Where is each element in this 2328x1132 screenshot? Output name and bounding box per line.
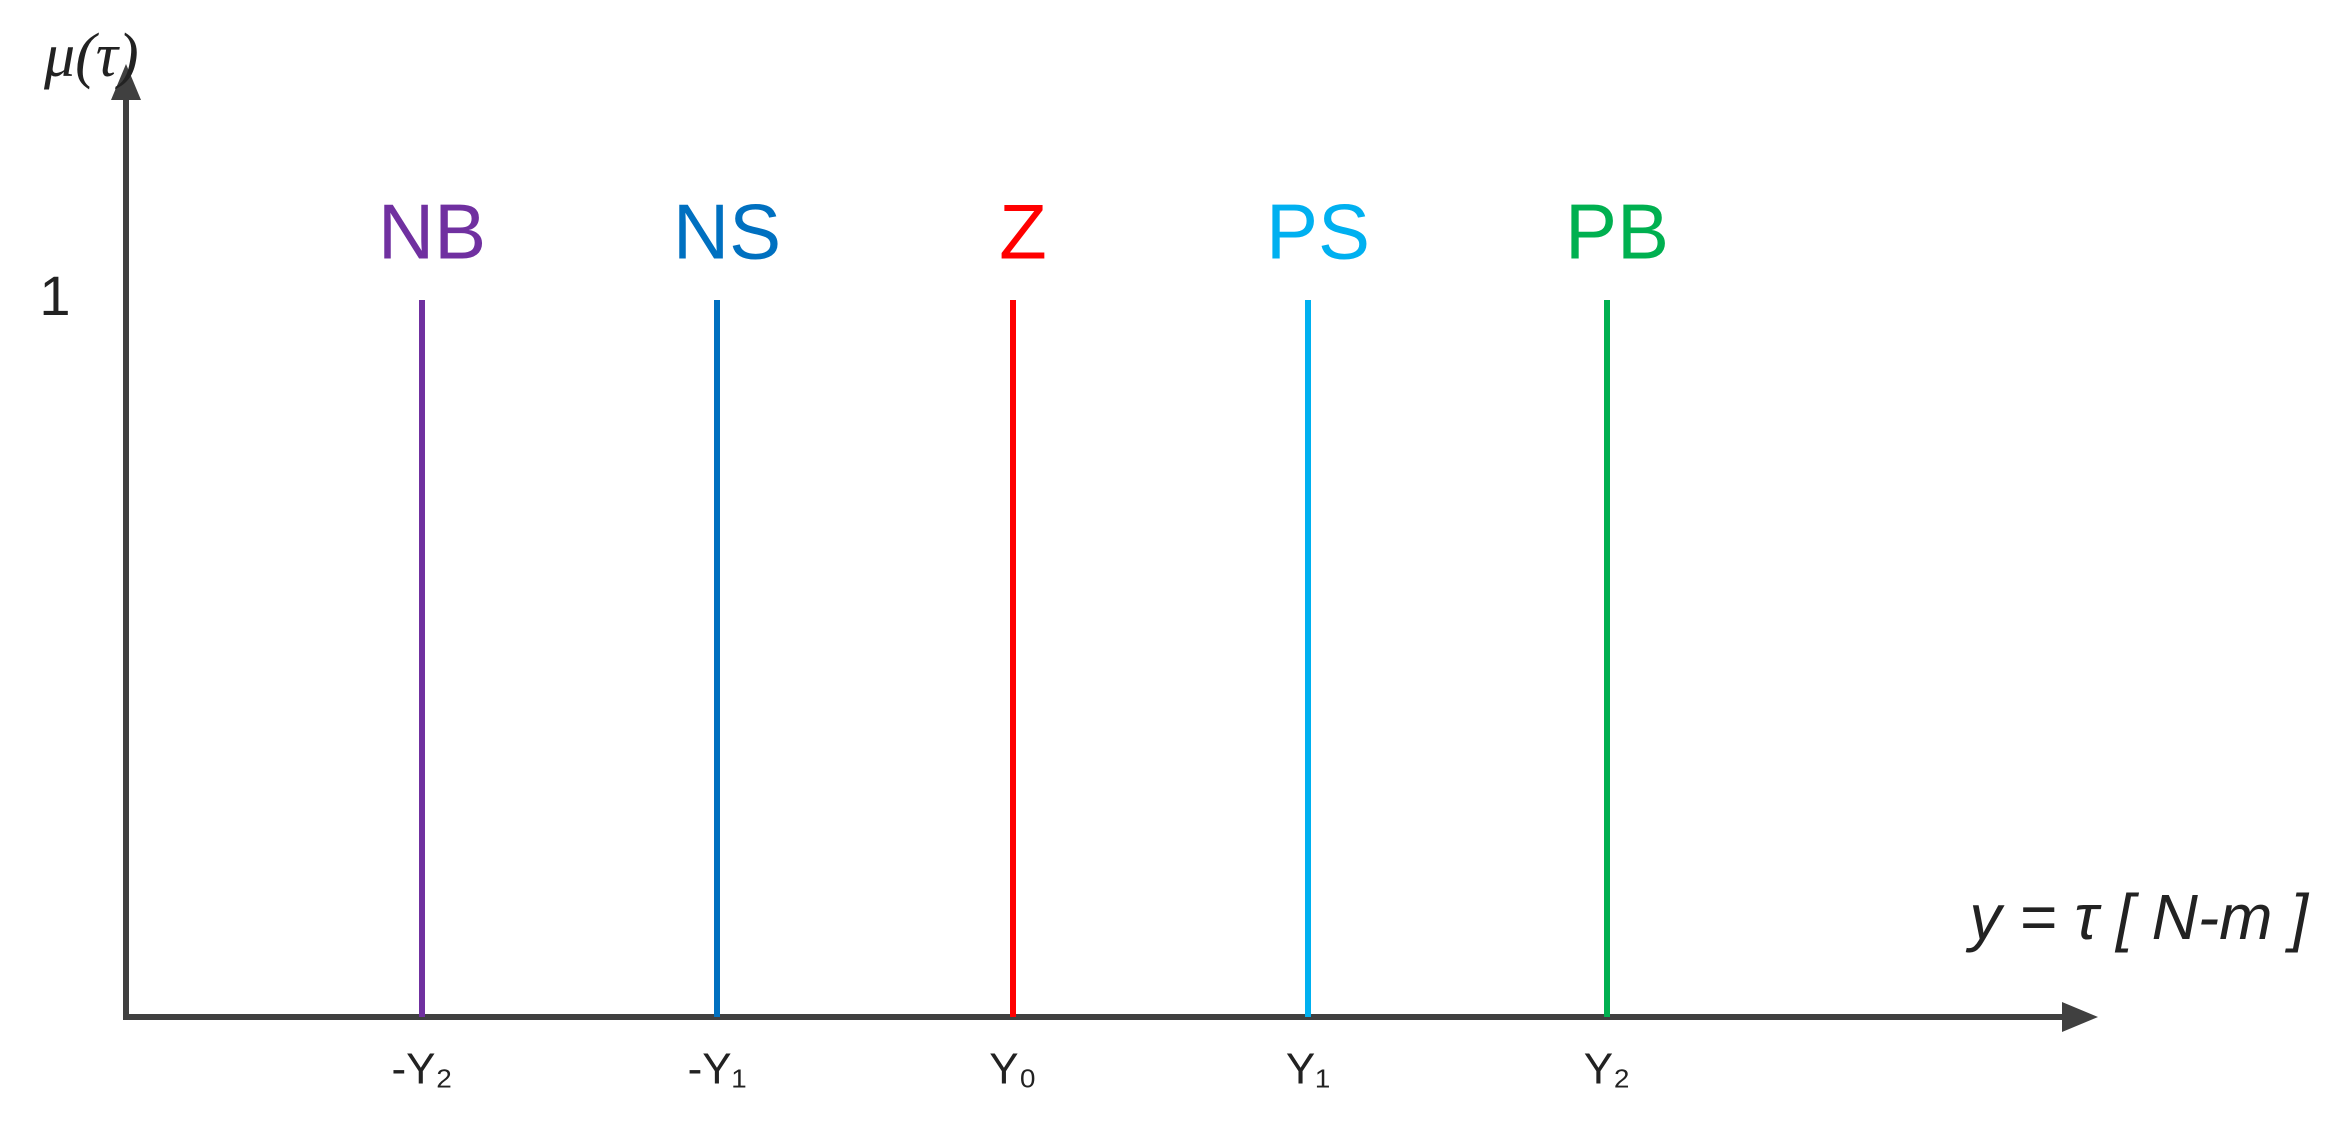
x-tick-label: -Y₁ [688,1045,747,1094]
x-tick-label: Y₀ [989,1045,1037,1094]
y-axis-label: μ(τ) [43,22,139,90]
singleton-label: NB [378,188,486,276]
x-tick-label: -Y₂ [391,1045,452,1094]
x-axis-label: y = τ [ N-m ] [1965,881,2309,953]
singleton-label: Z [999,188,1047,276]
singleton-label: PB [1565,188,1669,276]
y-tick-label: 1 [39,264,70,327]
x-tick-label: Y₂ [1584,1045,1630,1094]
singleton-label: NS [673,188,781,276]
y-axis-arrow [111,64,141,100]
singleton-label: PS [1266,188,1370,276]
x-tick-label: Y₁ [1286,1045,1330,1094]
x-axis-arrow [2062,1002,2098,1032]
